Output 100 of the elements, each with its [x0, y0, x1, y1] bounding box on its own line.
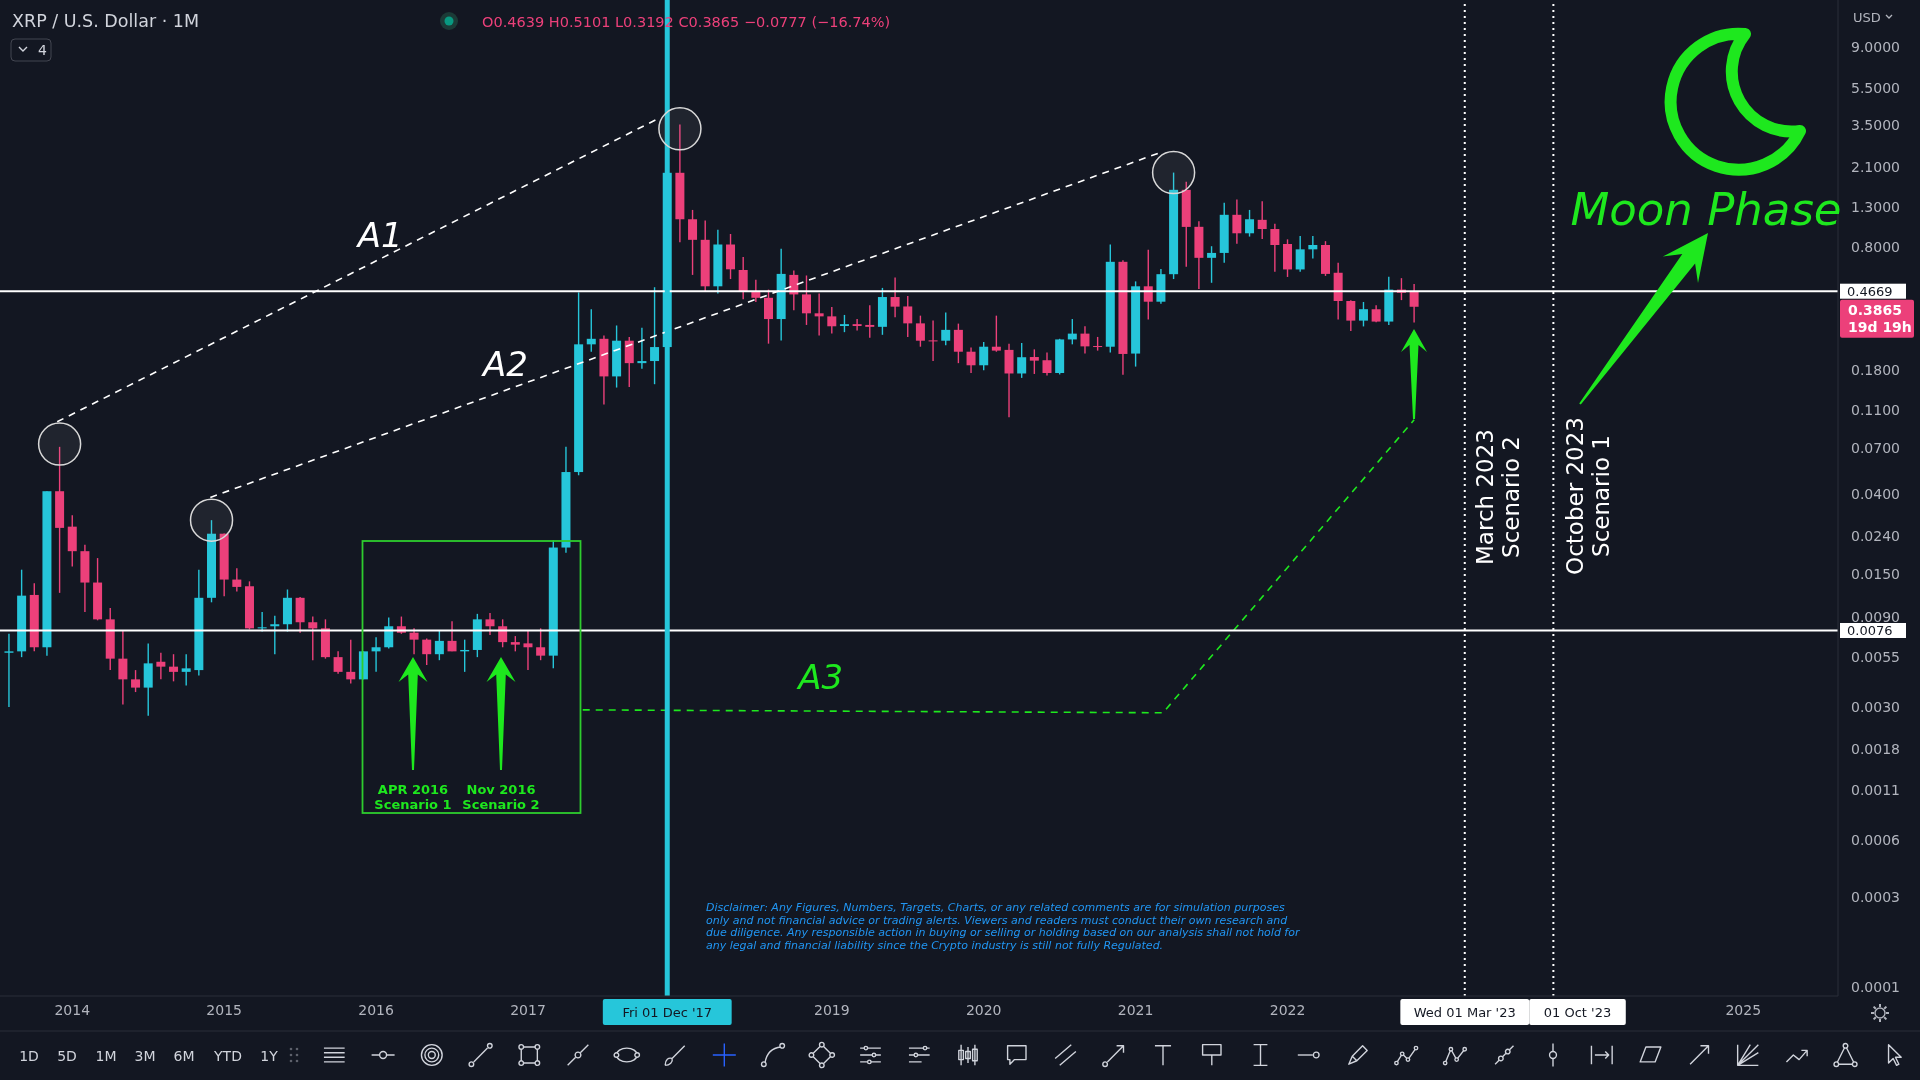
x-tick-label: 2015 — [206, 1001, 243, 1018]
y-tick-label: 0.0003 — [1851, 888, 1900, 905]
candlestick — [333, 650, 343, 675]
candlestick — [1358, 301, 1368, 328]
candlestick — [1143, 248, 1153, 321]
candlestick — [169, 653, 179, 683]
ref-line-label: Wed 01 Mar '23 — [1413, 1005, 1516, 1020]
candlestick — [928, 319, 938, 362]
y-tick-label: 0.0700 — [1851, 439, 1900, 456]
candlestick — [751, 278, 761, 303]
text: 0.3865 — [1848, 301, 1903, 318]
candlestick — [738, 256, 748, 301]
text: 6M — [173, 1048, 195, 1064]
candlestick — [1270, 222, 1280, 273]
candlestick — [1080, 325, 1090, 355]
candlestick — [422, 637, 432, 666]
candlestick — [1207, 245, 1217, 284]
candlestick — [903, 295, 913, 338]
candlestick — [1042, 351, 1052, 377]
candlestick — [991, 314, 1001, 353]
candlestick — [637, 326, 647, 370]
candlestick — [536, 627, 546, 661]
candlestick — [1004, 342, 1014, 419]
candlestick — [1257, 200, 1267, 240]
point — [1151, 150, 1196, 195]
candlestick — [814, 292, 824, 337]
candlestick — [1409, 283, 1419, 324]
annotation: Nov 2016 — [466, 782, 536, 797]
candlestick — [915, 314, 925, 348]
point — [37, 422, 82, 466]
y-tick-label: 0.0090 — [1851, 608, 1900, 625]
annotation: 4 — [38, 42, 47, 58]
candlestick — [852, 318, 862, 332]
y-axis-title: USD — [1853, 10, 1881, 25]
ref-line-label: 0.0076 — [1847, 622, 1893, 638]
candlestick — [1346, 299, 1356, 332]
y-tick-label: 0.8000 — [1851, 238, 1900, 255]
candlestick — [827, 306, 837, 335]
y-tick-label: 0.0030 — [1851, 699, 1900, 716]
x-tick-label: 2017 — [510, 1001, 546, 1018]
candlestick — [586, 308, 596, 353]
y-tick-label: 0.0055 — [1851, 649, 1900, 666]
candlestick — [979, 341, 989, 371]
text: 5D — [57, 1048, 77, 1064]
candlestick — [270, 614, 280, 655]
y-tick-label: 0.0400 — [1851, 485, 1900, 502]
candlestick — [181, 653, 191, 687]
annotation: Scenario 2 — [1498, 436, 1524, 558]
text: 19d 19h — [1848, 318, 1912, 335]
candlestick — [1245, 209, 1255, 238]
annotation: October 2023 — [1562, 417, 1588, 575]
candlestick — [941, 311, 951, 346]
candlestick — [409, 627, 419, 655]
y-tick-label: 5.5000 — [1851, 79, 1900, 96]
ref-line-label: Fri 01 Dec '17 — [622, 1005, 713, 1020]
y-tick-label: 2.1000 — [1851, 159, 1900, 176]
candlestick — [156, 652, 166, 681]
text: 1Y — [260, 1048, 279, 1064]
candlestick — [346, 638, 356, 685]
x-tick-label: 2020 — [965, 1001, 1002, 1018]
annotation: Scenario 1 — [374, 797, 452, 812]
candlestick — [966, 346, 976, 374]
x-tick-label: 2019 — [814, 1001, 850, 1018]
x-tick-label: 2022 — [1269, 1001, 1306, 1018]
ref-line-label: 0.4669 — [1847, 283, 1893, 299]
text: 1M — [95, 1048, 117, 1064]
text: XRP / U.S. Dollar · 1M — [12, 11, 200, 31]
x-tick-label: 2025 — [1725, 1001, 1762, 1018]
point — [658, 107, 702, 151]
text: 1D — [19, 1048, 39, 1064]
annotation: Scenario 2 — [462, 797, 540, 812]
y-tick-label: 0.0150 — [1851, 566, 1900, 583]
candlestick — [801, 274, 811, 326]
candlestick — [371, 636, 381, 673]
y-tick-label: 3.5000 — [1851, 117, 1900, 134]
candlestick — [434, 629, 444, 661]
candlestick — [1232, 198, 1242, 245]
x-tick-label: 2014 — [54, 1001, 91, 1018]
x-tick-label: 2021 — [1117, 1001, 1154, 1018]
y-tick-label: 0.0240 — [1851, 527, 1900, 544]
text: YTD — [213, 1048, 242, 1064]
annotation: Moon Phase — [1570, 183, 1842, 236]
candlestick — [624, 336, 634, 388]
candlestick — [890, 276, 900, 319]
series-label: A3 — [796, 657, 844, 698]
annotation: Disclaimer: Any Figures, Numbers, Targets, Charts, or any related comments are for simulation purposes only and not financial advice or trading alerts. Viewers and readers must conduct their own research and due diligence. Any responsible action in buying or selling or holding based on our analysis shall not hold for any legal and financial liability since the Crypto industry is still not fully Regulated. — [706, 901, 1301, 952]
candlestick — [865, 304, 875, 339]
y-tick-label: 0.0018 — [1851, 741, 1900, 758]
candlestick — [384, 616, 394, 650]
annotation: Scenario 1 — [1588, 435, 1614, 557]
text: 3M — [134, 1048, 156, 1064]
candlestick — [953, 322, 963, 364]
ref-line-label: 01 Oct '23 — [1543, 1005, 1612, 1020]
y-tick-label: 0.0006 — [1851, 831, 1901, 848]
candlestick — [1308, 235, 1318, 260]
y-tick-label: 0.1800 — [1851, 361, 1900, 378]
candlestick — [232, 567, 242, 593]
candlestick — [1029, 348, 1039, 375]
candlestick — [4, 633, 14, 708]
candlestick — [257, 611, 267, 633]
